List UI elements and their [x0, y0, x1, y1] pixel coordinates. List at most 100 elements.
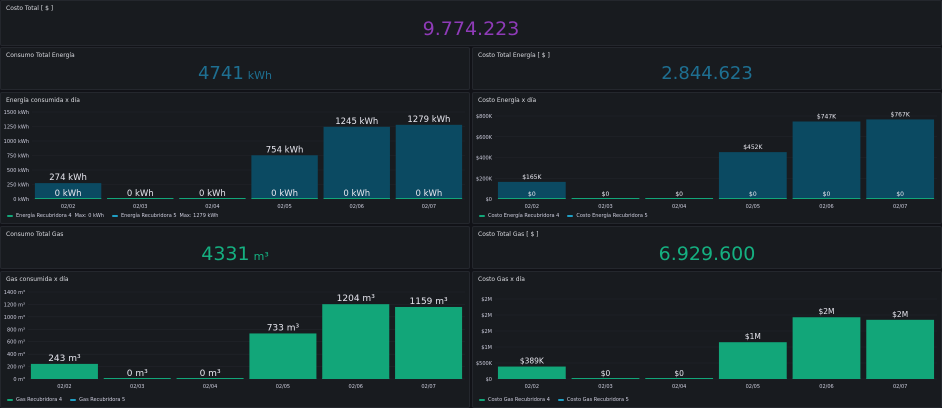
bar[interactable] — [395, 124, 463, 199]
x-tick-label: 02/07 — [421, 384, 435, 390]
chart-legend: Costo Energía Recubridora 4 Costo Energí… — [479, 213, 648, 219]
legend-label: Gas Recubridora 5 — [79, 397, 126, 403]
y-tick-label: 200 m³ — [7, 365, 25, 371]
legend-item[interactable]: Gas Recubridora 4 — [7, 397, 62, 403]
y-tick-label: 1250 kWh — [4, 125, 29, 131]
x-tick-label: 02/03 — [598, 384, 612, 390]
legend-item[interactable]: Costo Energía Recubridora 4 — [479, 213, 559, 219]
costo-energia-panel[interactable]: Costo Total Energía [ $ ] 2.844.623 — [472, 47, 942, 90]
bar-value-label: 1204 m³ — [337, 294, 376, 304]
bar-baseline — [30, 378, 98, 379]
consumo-energia-panel[interactable]: Consumo Total Energía 4741 kWh — [0, 47, 470, 90]
bar-baseline — [792, 378, 861, 379]
costo-energia-value: 2.844.623 — [473, 65, 941, 83]
x-tick-label: 02/05 — [276, 384, 290, 390]
legend-swatch — [557, 399, 564, 401]
bar-baseline — [718, 198, 787, 199]
legend-item[interactable]: Gas Recubridora 5 — [70, 397, 125, 403]
panel-title: Costo Energía x día — [478, 97, 537, 104]
x-tick-label: 02/03 — [130, 384, 144, 390]
bar-value-label: 0 kWh — [343, 189, 370, 199]
y-tick-label: $2M — [481, 313, 492, 319]
x-tick-label: 02/02 — [525, 204, 539, 210]
bar-baseline — [176, 378, 244, 379]
bar[interactable] — [30, 363, 98, 379]
stat-value: 4331 — [201, 243, 250, 265]
y-tick-label: $1M — [481, 345, 492, 351]
bar-value-label: $767K — [891, 111, 911, 118]
legend-item[interactable]: Energía Recubridora 4 Max: 0 kWh — [7, 213, 104, 219]
bar[interactable] — [792, 317, 861, 379]
bar[interactable] — [323, 126, 390, 199]
y-tick-label: $600K — [476, 135, 493, 141]
y-tick-label: 0 m³ — [13, 377, 25, 383]
y-tick-label: 250 kWh — [7, 183, 29, 189]
gas-dia-chart: 0 m³ 200 m³ 400 m³ 600 m³ 800 m³ 1000 m³ 1200 … — [4, 290, 465, 390]
bar-baseline — [645, 378, 714, 379]
gas-dia-panel[interactable]: Gas consumida x día 0 m³ 200 m³ 400 m³ 600 … — [0, 271, 470, 408]
legend-swatch — [479, 399, 485, 401]
bar[interactable] — [866, 319, 935, 379]
x-tick-label: 02/05 — [746, 384, 760, 390]
bar[interactable] — [866, 119, 935, 199]
y-tick-label: 600 m³ — [7, 340, 25, 346]
costo-energia-dia-panel[interactable]: Costo Energía x día $0 $200K $400K $600K $80… — [472, 92, 942, 224]
bar-value-label: $0 — [602, 191, 610, 198]
legend-item[interactable]: Costo Gas Recubridora 5 — [557, 397, 629, 403]
bar-value-label: $0 — [823, 191, 831, 198]
legend-item[interactable]: Costo Energía Recubridora 5 — [567, 213, 648, 219]
bar-baseline — [323, 198, 390, 199]
bar[interactable] — [251, 155, 318, 199]
bar[interactable] — [34, 183, 102, 199]
bar-value-label: 0 m³ — [127, 369, 148, 379]
legend-label: Costo Gas Recubridora 4 — [488, 397, 550, 403]
panel-title: Costo Gas x día — [478, 276, 525, 283]
bar[interactable] — [395, 306, 463, 379]
bar-value-label: $747K — [817, 113, 837, 120]
consumo-energia-value: 4741 kWh — [1, 65, 469, 83]
bar-baseline — [792, 198, 861, 199]
y-tick-label: $2M — [481, 297, 492, 303]
consumo-gas-panel[interactable]: Consumo Total Gas 4331 m³ — [0, 226, 470, 269]
bar-value-label: 0 m³ — [200, 369, 221, 379]
bar[interactable] — [322, 304, 390, 379]
x-tick-label: 02/06 — [349, 384, 363, 390]
bar-baseline — [34, 198, 102, 199]
y-tick-label: 1000 kWh — [4, 139, 29, 145]
x-tick-label: 02/02 — [525, 384, 539, 390]
bar[interactable] — [497, 181, 566, 199]
legend-item[interactable]: Costo Gas Recubridora 4 — [479, 397, 550, 403]
x-tick-label: 02/04 — [205, 204, 219, 210]
y-tick-label: $200K — [476, 176, 493, 182]
bar[interactable] — [792, 121, 861, 199]
bar[interactable] — [718, 342, 787, 379]
bar-value-label: 1159 m³ — [410, 297, 449, 307]
stat-unit: kWh — [247, 69, 273, 82]
bar-baseline — [179, 198, 246, 199]
costo-gas-dia-panel[interactable]: Costo Gas x día $0 $500K $1M $2M $2M $2M 02/02… — [472, 271, 942, 408]
bar[interactable] — [249, 333, 317, 379]
y-tick-label: 750 kWh — [7, 154, 29, 160]
legend-item[interactable]: Energía Recubridora 5 Max: 1279 kWh — [111, 213, 218, 219]
panel-title: Consumo Total Energía — [6, 52, 75, 59]
costo-gas-panel[interactable]: Costo Total Gas [ $ ] 6.929.600 — [472, 226, 942, 269]
costo-total-panel[interactable]: Costo Total [ $ ] 9.774.223 — [0, 0, 942, 46]
costo-gas-dia-chart: $0 $500K $1M $2M $2M $2M 02/02 $389K 02/03 $0 02/0… — [476, 297, 937, 390]
bar-value-label: 1279 kWh — [407, 115, 450, 125]
bar[interactable] — [718, 152, 787, 199]
bar-value-label: 0 kWh — [55, 189, 82, 199]
energia-dia-panel[interactable]: Energía consumida x día 0 kWh 250 kWh 500 … — [0, 92, 470, 224]
panel-title: Consumo Total Gas — [6, 231, 64, 238]
y-tick-label: $500K — [476, 361, 493, 367]
bar[interactable] — [497, 366, 566, 379]
bar-baseline — [103, 378, 171, 379]
legend-label: Costo Energía Recubridora 5 — [576, 213, 648, 219]
y-tick-label: 500 kWh — [7, 168, 29, 174]
bar-value-label: 0 kWh — [199, 189, 226, 199]
energia-dia-chart: 0 kWh 250 kWh 500 kWh 750 kWh 1000 kWh 1250 k… — [4, 110, 465, 210]
legend-label: Gas Recubridora 4 — [16, 397, 63, 403]
x-tick-label: 02/04 — [203, 384, 217, 390]
x-tick-label: 02/02 — [61, 204, 75, 210]
x-tick-label: 02/03 — [133, 204, 147, 210]
bar-value-label: $0 — [675, 191, 683, 198]
